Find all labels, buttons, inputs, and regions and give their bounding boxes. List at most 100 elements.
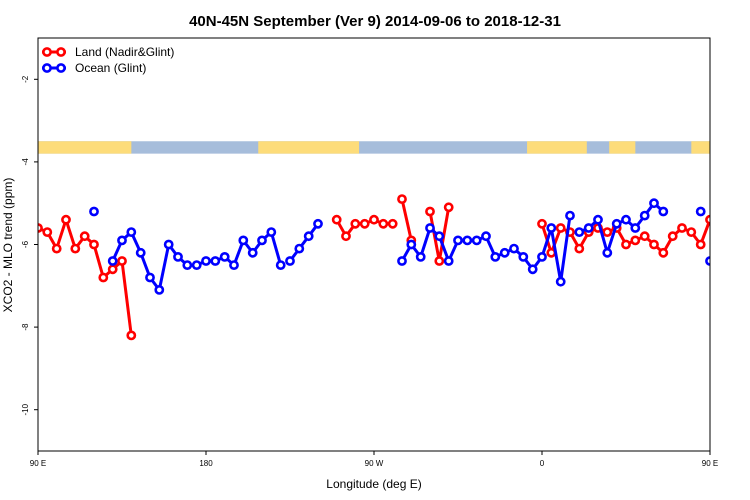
series-1-point (107, 256, 118, 266)
series-0-point (574, 243, 585, 254)
x-tick-label: 0 (540, 459, 545, 468)
x-tick-label: 180 (199, 459, 213, 468)
series-1-point (565, 210, 575, 221)
series-1-point (425, 223, 435, 233)
series-1-point (602, 247, 613, 258)
series-0-point (425, 206, 435, 217)
series-1-point (182, 260, 193, 270)
series-1-point (415, 251, 426, 262)
series-1-point (191, 260, 202, 270)
series-1-point (734, 249, 741, 256)
series-0-point (378, 218, 389, 229)
x-tick-label: 90 E (30, 459, 46, 468)
series-1-line-2 (288, 222, 320, 262)
land-band-segment-4 (691, 141, 710, 154)
legend-label: Land (Nadir&Glint) (75, 45, 174, 59)
series-0-point (744, 274, 750, 281)
series-0-point (42, 227, 53, 237)
series-0-point (117, 256, 127, 266)
series-0-point (397, 194, 407, 204)
series-1-point (257, 235, 267, 246)
series-1-point (583, 223, 594, 233)
series-1-point (229, 260, 239, 270)
series-0-point (695, 239, 706, 250)
series-1-point (658, 206, 669, 217)
series-1-point (238, 235, 249, 246)
series-1-point (294, 243, 305, 254)
series-1-point (406, 239, 417, 250)
series-0-point (70, 243, 81, 254)
series-1-point (716, 237, 723, 244)
land-band-segment-1 (258, 141, 360, 154)
x-tick-label: 90 E (702, 459, 718, 468)
series-1-point (285, 256, 295, 266)
legend: Land (Nadir&Glint) Ocean (Glint) (42, 45, 174, 75)
series-1-point (481, 231, 491, 242)
legend-item-0: Land (Nadir&Glint) (42, 45, 174, 59)
series-1-point (462, 235, 473, 246)
series-1-point (117, 235, 127, 246)
series-1-point (219, 251, 230, 262)
series-0-point (677, 223, 687, 233)
series-0-point (350, 218, 361, 229)
land-band-segment-0 (38, 141, 132, 154)
series-1-point (744, 274, 750, 281)
series-1-point (639, 210, 650, 221)
series-1-point (649, 198, 659, 209)
series-1-point (434, 231, 445, 242)
y-tick-label: -2 (21, 75, 30, 83)
series-1-point (163, 239, 174, 250)
y-axis-label: XCO2 - MLO trend (ppm) (1, 178, 15, 313)
series-1-point (201, 256, 211, 266)
series-1-point (546, 223, 557, 233)
series-1-point (593, 214, 603, 225)
y-tick-label: -4 (21, 158, 30, 166)
series-0-point (621, 239, 631, 250)
series-0-point (61, 214, 71, 225)
series-1-point (89, 206, 99, 217)
land-band-segment-3 (609, 141, 636, 154)
series-0-point (537, 218, 547, 229)
series-1-point (695, 206, 706, 217)
legend-swatch-marker (42, 63, 52, 73)
series-0-point (686, 227, 697, 237)
series-1-point (303, 231, 314, 242)
series-0-point (107, 264, 118, 275)
legend-swatch-marker (56, 47, 66, 57)
series-1-point (135, 247, 146, 258)
series-0-line-2 (400, 198, 413, 241)
series-0-point (705, 214, 710, 225)
land-band-segment-2 (527, 141, 587, 154)
legend-item-1: Ocean (Glint) (42, 61, 146, 75)
series-0-point (602, 227, 613, 237)
series-0 (38, 194, 750, 341)
y-tick-label: -6 (21, 240, 30, 248)
series-layer (38, 194, 750, 341)
series-1-point (471, 235, 482, 246)
series-1-point (555, 276, 566, 287)
series-1-point (621, 214, 631, 225)
series-1-point (490, 251, 501, 262)
series-0-point (658, 247, 669, 258)
series-0-point (89, 239, 99, 250)
legend-swatch-marker (56, 63, 66, 73)
series-0-point (98, 272, 109, 283)
series-1-point (126, 227, 137, 237)
series-1-point (145, 272, 155, 283)
series-1-point (275, 260, 286, 270)
series-1-point (173, 251, 183, 262)
series-1-point (611, 218, 622, 229)
series-0-point (725, 233, 732, 240)
series-1-point (630, 223, 641, 233)
series-1-point (518, 251, 529, 262)
y-tick-label: -10 (21, 403, 30, 415)
series-0-point (639, 231, 650, 242)
series-1-point (705, 256, 710, 266)
x-axis-label: Longitude (deg E) (326, 477, 421, 491)
x-axis: 90 E 180 90 W 0 90 E (30, 451, 718, 468)
series-0-point (359, 218, 370, 229)
series-0-point (341, 231, 351, 242)
series-1-point (313, 218, 323, 229)
legend-swatch-marker (42, 47, 52, 57)
